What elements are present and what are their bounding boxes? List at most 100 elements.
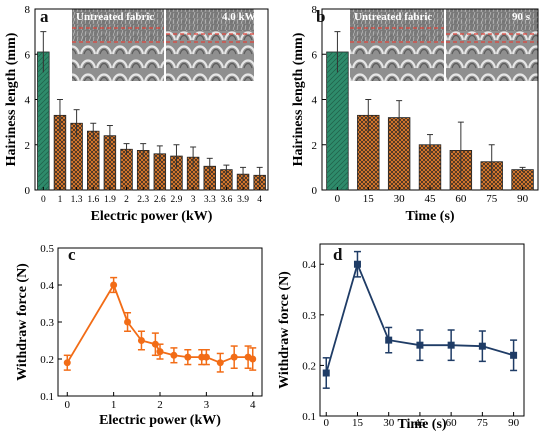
data-point bbox=[416, 341, 424, 349]
y-tick-label: 8 bbox=[25, 4, 31, 16]
x-tick-label: 60 bbox=[446, 417, 458, 429]
x-tick-label: 45 bbox=[414, 417, 426, 429]
x-tick-label: 1 bbox=[58, 195, 63, 205]
inset-label: Untreated fabric bbox=[354, 11, 432, 23]
panel-a-letter: a bbox=[40, 7, 49, 26]
data-point bbox=[137, 337, 145, 344]
inset-label: Untreated fabric bbox=[76, 11, 154, 23]
y-tick-label: 0.1 bbox=[40, 391, 54, 403]
y-tick-label: 0.1 bbox=[302, 411, 316, 423]
y-tick-label: 0 bbox=[25, 185, 31, 197]
y-tick-label: 6 bbox=[312, 49, 318, 61]
bar-hatch bbox=[104, 135, 116, 190]
x-tick-label: 45 bbox=[425, 193, 437, 205]
y-tick-label: 4 bbox=[312, 95, 318, 107]
x-tick-label: 15 bbox=[363, 193, 375, 205]
data-point bbox=[510, 351, 518, 359]
y-tick-label: 0.2 bbox=[40, 354, 54, 366]
data-point bbox=[151, 340, 159, 348]
x-axis-label: Electric power (kW) bbox=[91, 209, 213, 224]
data-point bbox=[63, 359, 71, 367]
panel-a-plot-area: 0 2 4 6 8 0 1 1.3 1.6 1.9 2 2.3 2.6 2.9 3 3.3 3.6 3.9 4 Ele… bbox=[4, 4, 269, 224]
data-point bbox=[216, 359, 224, 367]
x-tick-label: 0 bbox=[335, 193, 341, 205]
x-axis-label: Time (s) bbox=[405, 209, 454, 224]
panel-a-inset-untreated: Untreated fabric bbox=[72, 9, 164, 81]
y-axis-label: Withdraw force (N) bbox=[15, 263, 30, 381]
panel-b-inset-untreated: Untreated fabric bbox=[350, 9, 444, 81]
fabric-hair-region bbox=[72, 9, 164, 41]
panel-c-letter: c bbox=[68, 245, 76, 264]
x-tick-label: 2.6 bbox=[154, 195, 166, 205]
bar-hatch bbox=[120, 149, 133, 190]
data-point bbox=[322, 369, 330, 377]
y-tick-label: 4 bbox=[25, 95, 31, 107]
panel-d-plot-area: 0.1 0.2 0.3 0.4 0 15 30 45 60 75 90 Time (s) Withdra… bbox=[277, 243, 525, 432]
bar-hatch bbox=[419, 144, 441, 190]
x-tick-label: 30 bbox=[383, 417, 395, 429]
y-tick-label: 2 bbox=[25, 140, 31, 152]
x-tick-label: 2.3 bbox=[137, 195, 149, 205]
x-axis-label: Time (s) bbox=[397, 417, 446, 432]
y-tick-label: 0.4 bbox=[302, 259, 316, 271]
inset-label: 4.0 kW bbox=[222, 11, 256, 23]
bar-hatch bbox=[54, 115, 66, 190]
x-tick-label: 1.6 bbox=[87, 195, 99, 205]
y-tick-label: 0.2 bbox=[302, 360, 316, 372]
y-axis-label: Withdraw force (N) bbox=[277, 271, 292, 389]
data-point bbox=[230, 353, 238, 361]
x-tick-label: 90 bbox=[517, 193, 529, 205]
y-tick-label: 6 bbox=[25, 49, 31, 61]
data-point bbox=[478, 342, 486, 350]
data-point bbox=[249, 355, 257, 363]
x-axis-label: Electric power (kW) bbox=[99, 413, 221, 428]
panel-a-bar-chart: Untreated fabric 4.0 kW 0 2 4 6 8 0 1 1.3 1.6 1.9… bbox=[4, 4, 269, 224]
x-tick-label: 3.9 bbox=[237, 195, 249, 205]
bar-hatch bbox=[203, 166, 216, 190]
x-tick-label: 3.3 bbox=[204, 195, 216, 205]
bar-hatch bbox=[87, 131, 100, 190]
bar-hatch bbox=[357, 115, 380, 190]
x-tick-label: 0 bbox=[65, 399, 71, 411]
x-tick-label: 0 bbox=[41, 195, 46, 205]
x-tick-label: 3 bbox=[191, 195, 196, 205]
bar-hatch bbox=[137, 150, 150, 190]
y-tick-label: 0.3 bbox=[302, 310, 316, 322]
x-tick-label: 90 bbox=[508, 417, 520, 429]
panel-b-inset-treated: 90 s bbox=[446, 9, 538, 81]
x-tick-label: 1.9 bbox=[104, 195, 116, 205]
x-tick-label: 75 bbox=[486, 193, 498, 205]
data-point bbox=[184, 353, 192, 361]
bar-hatch bbox=[388, 117, 410, 190]
x-tick-label: 1.3 bbox=[71, 195, 83, 205]
y-tick-label: 0.3 bbox=[40, 317, 54, 329]
data-point bbox=[202, 353, 210, 361]
data-point bbox=[156, 348, 164, 356]
data-point bbox=[124, 318, 132, 326]
y-tick-label: 8 bbox=[312, 4, 318, 16]
x-tick-label: 2 bbox=[124, 195, 129, 205]
x-tick-label: 4 bbox=[250, 399, 256, 411]
x-tick-label: 60 bbox=[455, 193, 467, 205]
y-axis-label: Hairiness length (mm) bbox=[4, 32, 19, 166]
x-tick-label: 1 bbox=[111, 399, 117, 411]
x-tick-label: 2.9 bbox=[171, 195, 183, 205]
panel-b-plot-area: 0 2 4 6 8 0 15 30 45 60 75 90 Time (s) Hairiness leng… bbox=[291, 4, 539, 224]
plot-frame bbox=[319, 243, 525, 417]
panel-b-bar-chart: Untreated fabric 90 s 0 2 4 6 8 0 15 30 45 60 75 90… bbox=[291, 4, 539, 224]
x-tick-label: 2 bbox=[157, 399, 163, 411]
bar-hatch bbox=[37, 51, 50, 190]
x-tick-label: 3.6 bbox=[220, 195, 232, 205]
panel-d-line-chart: 0.1 0.2 0.3 0.4 0 15 30 45 60 75 90 Time (s) Withdra… bbox=[277, 243, 525, 432]
x-tick-label: 3 bbox=[204, 399, 210, 411]
panel-c-line-chart: 0.1 0.2 0.3 0.4 0.5 0 1 2 3 4 Electric power (kW) W… bbox=[15, 243, 263, 428]
inset-label: 90 s bbox=[512, 11, 531, 23]
bar-hatch bbox=[511, 169, 534, 190]
bar-hatch bbox=[70, 123, 83, 190]
data-point bbox=[110, 281, 118, 289]
fabric-hair-region bbox=[446, 9, 538, 31]
data-point bbox=[353, 260, 361, 268]
y-tick-label: 2 bbox=[312, 140, 318, 152]
x-tick-label: 4 bbox=[257, 195, 262, 205]
